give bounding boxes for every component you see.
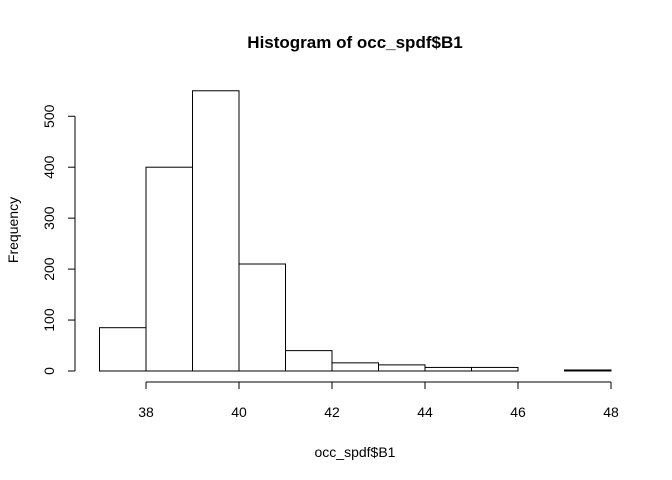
histogram-bar [378,364,426,372]
x-tick-label: 46 [510,404,526,420]
y-tick-label: 300 [41,206,57,230]
x-tick-label: 38 [138,404,154,420]
histogram-bar [192,90,240,372]
y-tick-label: 500 [41,104,57,128]
x-axis: 38 40 42 44 46 48 [138,381,619,420]
histogram-bar [145,166,193,372]
histogram-bar [331,362,379,372]
histogram-bar [471,366,519,372]
histogram-bar [99,327,147,372]
histogram-bar [238,263,286,372]
bars-group [99,90,612,372]
y-tick-label: 200 [41,257,57,281]
y-axis: 0 100 200 300 400 500 [41,104,76,375]
y-tick-label: 100 [41,308,57,332]
histogram-bar [424,366,472,372]
y-tick-label: 0 [41,367,57,375]
y-axis-label: Frequency [5,197,21,263]
y-tick-label: 400 [41,155,57,179]
x-tick-label: 48 [603,404,619,420]
x-tick-label: 44 [417,404,433,420]
x-axis-label: occ_spdf$B1 [315,444,396,460]
histogram-bar [285,350,333,372]
x-tick-label: 42 [324,404,340,420]
chart-title: Histogram of occ_spdf$B1 [247,33,462,52]
histogram-bar [564,369,612,372]
x-tick-label: 40 [231,404,247,420]
